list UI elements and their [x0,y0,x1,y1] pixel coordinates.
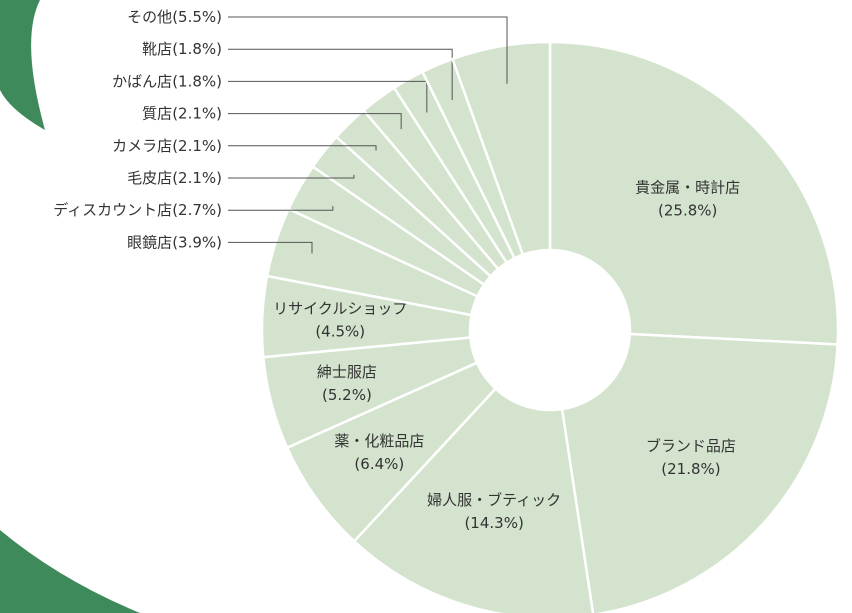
label-name: 眼鏡店 [127,233,172,251]
slice-label: 紳士服店 [317,363,377,381]
slice-label: リサイクルショップ [273,300,407,318]
decoration [0,0,45,130]
label-name: かばん店 [112,72,172,90]
label-value: (1.8%) [172,72,222,90]
label-value: (2.1%) [172,136,222,154]
external-label: ディスカウント店(2.7%) [53,201,222,219]
decoration [0,530,140,613]
external-label: 質店(2.1%) [142,104,222,122]
label-name: カメラ店 [112,136,172,154]
external-label: 毛皮店(2.1%) [127,169,222,187]
value-label: (25.8%) [658,202,717,220]
label-value: (2.7%) [172,201,222,219]
label-name: ディスカウント店 [53,201,172,219]
external-label: かばん店(1.8%) [112,72,222,90]
label-value: (3.9%) [172,233,222,251]
page: {"chart_data": {"type": "donut", "catego… [0,0,852,613]
label-value: (2.1%) [172,104,222,122]
label-name: 質店 [142,104,172,122]
label-value: (5.5%) [172,8,222,26]
label-name: その他 [127,8,172,26]
value-label: (6.4%) [354,455,404,473]
external-label: 靴店(1.8%) [142,40,222,58]
value-label: (5.2%) [322,386,372,404]
slice-label: ブランド品店 [646,437,736,455]
external-label: カメラ店(2.1%) [112,136,222,154]
label-name: 靴店 [142,40,172,58]
label-value: (2.1%) [172,169,222,187]
slice-label: 薬・化粧品店 [334,432,424,450]
value-label: (14.3%) [464,514,523,532]
label-name: 毛皮店 [127,169,172,187]
slice-label: 婦人服・ブティック [427,491,561,509]
chart: 貴金属・時計店 (25.8%) ブランド品店 (21.8%) 婦人服・ブティック (14.… [0,0,852,613]
value-label: (21.8%) [661,460,720,478]
external-label: その他(5.5%) [127,8,222,26]
external-label: 眼鏡店(3.9%) [127,233,222,251]
label-value: (1.8%) [172,40,222,58]
value-label: (4.5%) [315,323,365,341]
slice-label: 貴金属・時計店 [635,179,740,197]
